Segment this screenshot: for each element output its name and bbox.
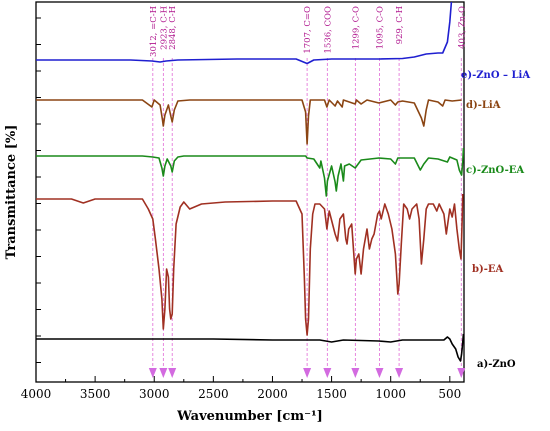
annotation-label: 929, C-H [395,6,405,44]
plot-frame [35,1,465,383]
series-label: a)-ZnO [477,359,516,370]
series-label: b)-EA [472,264,503,275]
annotation-marker [323,368,332,378]
x-tick-label: 2500 [198,387,229,401]
y-ticks [36,17,41,363]
series-label: c)-ZnO-EA [466,165,524,176]
annotation-label: 2848, C-H [168,6,178,50]
annotation-marker [303,368,312,378]
annotation-marker [457,368,466,378]
series-labels: e)-ZnO – LiA d)-LiA c)-ZnO-EA b)-EA a)-ZnO [461,70,530,370]
annotation-label: 2923, C-H [159,6,169,50]
x-tick-label: 1500 [316,387,347,401]
series-line [36,99,462,145]
series-lines [36,2,464,362]
annotation-marker [168,368,177,378]
series-label: e)-ZnO – LiA [461,70,530,81]
x-tick-label: 2000 [257,387,288,401]
series-line [36,2,453,65]
x-axis-title: Wavenumber [cm⁻¹] [176,409,323,424]
series-line [36,193,464,336]
annotation-label: 1536, COO [323,6,333,54]
annotation-label: 1299, C-O [351,6,361,49]
y-axis-title: Transmittance [%] [4,125,19,260]
annotation-label: 3012, =C-H [149,6,159,57]
x-tick-label: 500 [438,387,461,401]
annotation-marker [148,368,157,378]
series-line [36,147,464,197]
annotation-marker [395,368,404,378]
series-label: d)-LiA [466,100,501,111]
x-tick-label: 1000 [375,387,406,401]
annotation-marker [159,368,168,378]
annotation-label: 1707, C=O [303,6,313,54]
annotation-marker [351,368,360,378]
x-tick-label: 3000 [139,387,170,401]
annotation-label: 1095, C-O [375,6,385,49]
annotation-marker [375,368,384,378]
series-line [36,333,464,362]
x-tick-label: 4000 [21,387,52,401]
x-ticks: 4000 3500 3000 2500 2000 1500 1000 500 [21,376,461,401]
annotation-label: 403, Zn-O [457,6,467,49]
x-tick-label: 3500 [80,387,111,401]
